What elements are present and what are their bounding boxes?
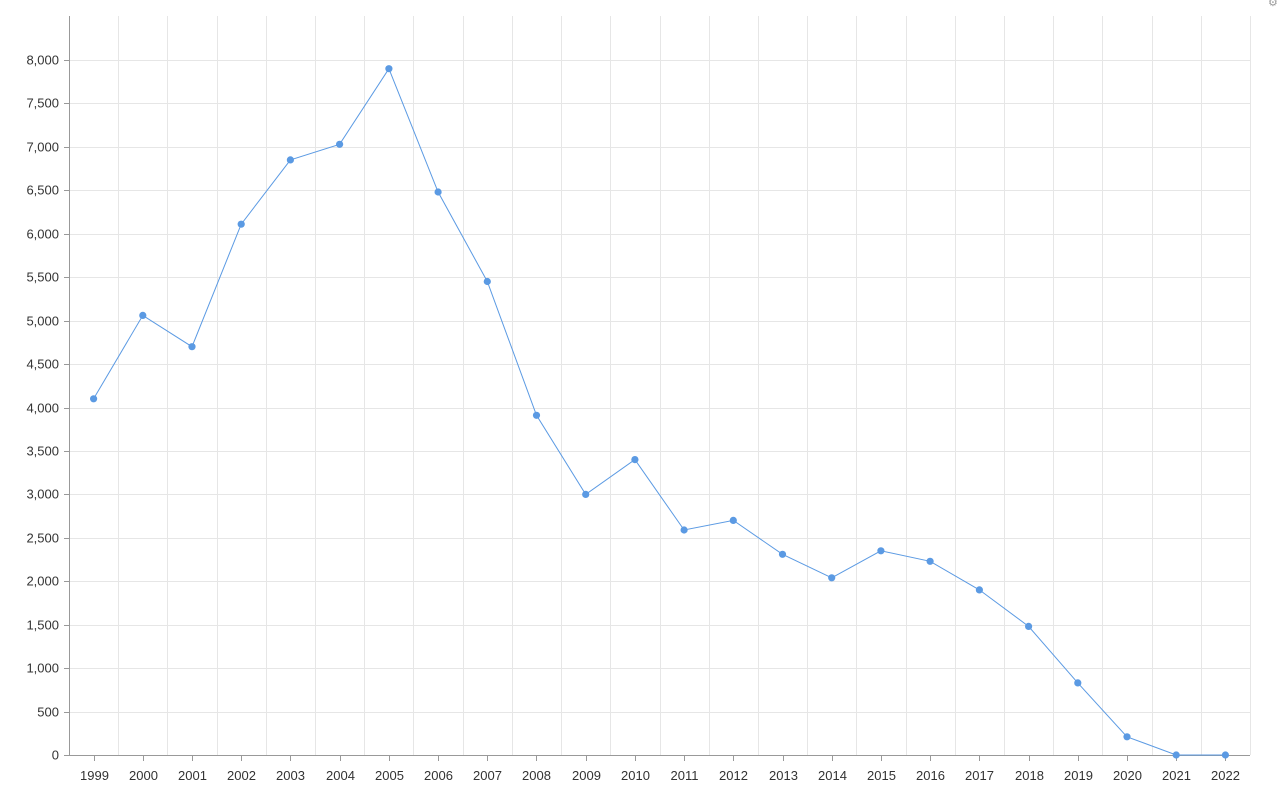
- y-tick-label: 6,000: [26, 227, 59, 242]
- x-tick-label: 2020: [1113, 768, 1142, 783]
- x-tick-label: 2016: [916, 768, 945, 783]
- data-point-2019[interactable]: [1074, 679, 1082, 687]
- y-tick-label: 5,000: [26, 314, 59, 329]
- x-tick-label: 2005: [375, 768, 404, 783]
- x-tick-label: 2013: [769, 768, 798, 783]
- x-tick-label: 2003: [276, 768, 305, 783]
- x-gridlines: [118, 16, 1251, 755]
- data-point-2012[interactable]: [729, 516, 737, 525]
- data-point-2003[interactable]: [286, 156, 294, 164]
- y-tick-label: 2,000: [26, 574, 59, 589]
- data-point-2011[interactable]: [680, 526, 688, 534]
- y-tick-label: 4,000: [26, 401, 59, 416]
- data-point-2000[interactable]: [139, 311, 147, 319]
- x-tick-label: 2004: [326, 768, 355, 783]
- x-tick-label: 2010: [621, 768, 650, 783]
- data-point-2015[interactable]: [877, 547, 885, 555]
- x-tick-label: 2007: [473, 768, 502, 783]
- data-point-2014[interactable]: [828, 574, 836, 582]
- y-tick-label: 7,500: [26, 96, 59, 111]
- y-tick-label: 3,000: [26, 487, 59, 502]
- data-point-2001[interactable]: [188, 343, 196, 351]
- settings-icon[interactable]: ⚙: [1268, 0, 1278, 8]
- x-tick-label: 2019: [1064, 768, 1093, 783]
- x-tick-label: 2006: [424, 768, 453, 783]
- data-point-2022[interactable]: [1221, 751, 1229, 759]
- y-tick-label: 8,000: [26, 53, 59, 68]
- data-point-2017[interactable]: [975, 586, 984, 594]
- data-point-2004[interactable]: [336, 140, 344, 148]
- y-tick-labels: 0 500 1,000 1,500 2,000 2,500 3,000 3,500 4,000 4…: [26, 53, 59, 763]
- series-line: [93, 67, 1226, 756]
- data-point-2021[interactable]: [1172, 751, 1180, 759]
- data-point-2013[interactable]: [778, 550, 787, 558]
- x-tick-label: 2015: [867, 768, 896, 783]
- x-tick-label: 2021: [1162, 768, 1191, 783]
- y-tick-label: 4,500: [26, 357, 59, 372]
- x-tick-label: 2002: [227, 768, 256, 783]
- y-tick-label: 7,000: [26, 140, 59, 155]
- data-point-2006[interactable]: [434, 188, 442, 196]
- y-tick-label: 0: [52, 748, 59, 763]
- y-tick-label: 3,500: [26, 444, 59, 459]
- y-tick-label: 2,500: [26, 531, 59, 546]
- x-tick-label: 2014: [818, 768, 847, 783]
- x-tick-label: 2009: [572, 768, 601, 783]
- x-tick-label: 2018: [1015, 768, 1044, 783]
- x-tick-label: 2011: [671, 768, 699, 783]
- data-point-2010[interactable]: [631, 456, 639, 464]
- data-point-2008[interactable]: [532, 411, 541, 419]
- data-point-2005[interactable]: [385, 65, 393, 73]
- y-tick-label: 1,000: [26, 661, 59, 676]
- data-point-2002[interactable]: [237, 220, 245, 228]
- axes: [64, 16, 1250, 761]
- x-tick-label: 2001: [178, 768, 207, 783]
- data-point-2018[interactable]: [1025, 622, 1033, 631]
- y-tick-label: 500: [37, 705, 59, 720]
- x-tick-label: 2000: [129, 768, 158, 783]
- series-layer: [93, 67, 1226, 756]
- x-tick-label: 2017: [965, 768, 994, 783]
- x-tick-labels: 1999 2000 2001 2002 2003 2004 2005 2006 2007 2008…: [80, 768, 1240, 783]
- x-tick-label: 2012: [719, 768, 748, 783]
- x-tick-label: 1999: [80, 768, 109, 783]
- data-point-2009[interactable]: [582, 490, 590, 498]
- x-tick-label: 2022: [1211, 768, 1240, 783]
- points-layer: [90, 65, 1229, 759]
- data-point-1999[interactable]: [90, 395, 98, 403]
- y-gridlines: [69, 60, 1250, 713]
- y-tick-label: 1,500: [26, 618, 59, 633]
- data-point-2016[interactable]: [926, 557, 934, 565]
- x-tick-label: 2008: [522, 768, 551, 783]
- data-point-2020[interactable]: [1123, 733, 1131, 741]
- y-tick-label: 6,500: [26, 183, 59, 198]
- y-tick-label: 5,500: [26, 270, 59, 285]
- data-point-2007[interactable]: [483, 277, 491, 286]
